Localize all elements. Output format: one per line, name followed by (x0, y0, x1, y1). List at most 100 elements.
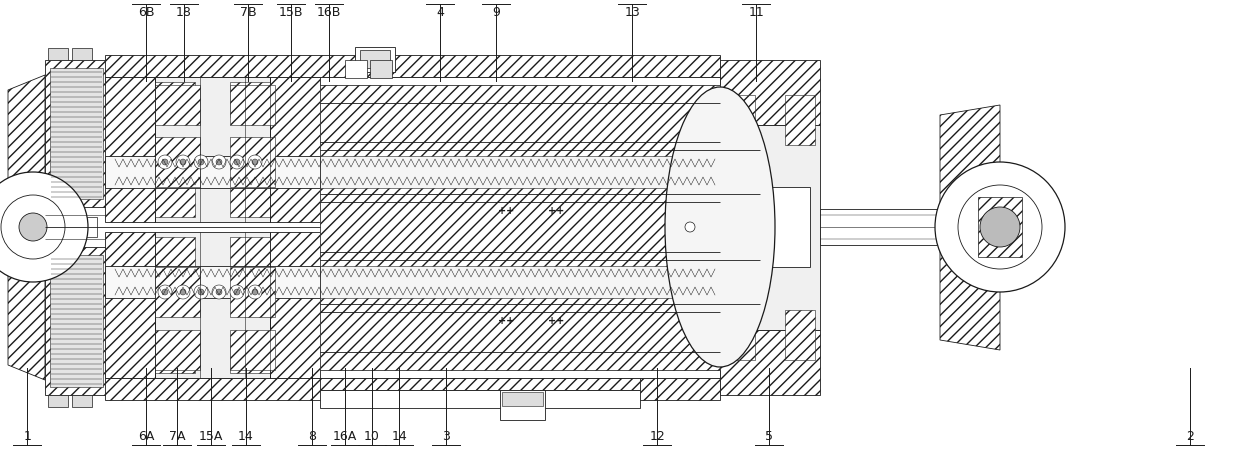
Circle shape (198, 289, 205, 295)
Bar (155, 182, 195, 217)
Bar (62, 217, 97, 237)
Circle shape (216, 159, 222, 165)
Text: 15B: 15B (279, 6, 304, 19)
Circle shape (684, 222, 694, 232)
Bar (320, 188, 720, 266)
Bar (360, 50, 391, 68)
Circle shape (252, 159, 258, 165)
Bar (229, 82, 270, 117)
Bar (155, 267, 200, 317)
Circle shape (193, 285, 208, 299)
Ellipse shape (665, 87, 775, 367)
Text: 14: 14 (392, 430, 407, 443)
Polygon shape (7, 75, 45, 380)
Bar (105, 370, 720, 378)
Circle shape (248, 285, 262, 299)
Bar (155, 85, 200, 125)
Bar (229, 85, 275, 125)
Text: 2: 2 (1187, 430, 1194, 443)
Circle shape (959, 185, 1042, 269)
Bar (155, 77, 270, 222)
Text: 13: 13 (625, 6, 640, 19)
Bar (45, 60, 108, 207)
Text: 9: 9 (492, 6, 500, 19)
Bar (229, 330, 275, 370)
Circle shape (229, 155, 244, 169)
Text: 7A: 7A (169, 430, 186, 443)
Bar (320, 85, 720, 103)
Bar (720, 60, 820, 125)
Polygon shape (940, 105, 999, 350)
Bar (320, 85, 720, 156)
Circle shape (229, 285, 244, 299)
Bar (785, 310, 815, 360)
Text: 15A: 15A (198, 430, 223, 443)
Text: 12: 12 (650, 430, 665, 443)
Bar (320, 378, 640, 390)
Bar (320, 390, 640, 408)
Text: 6A: 6A (138, 430, 155, 443)
Bar (155, 137, 200, 187)
Bar (345, 60, 367, 78)
Text: ++: ++ (548, 206, 564, 216)
Bar (229, 182, 270, 217)
Bar (490, 310, 522, 332)
Circle shape (19, 213, 47, 241)
Circle shape (176, 285, 190, 299)
Bar (50, 255, 103, 387)
Bar (270, 232, 320, 378)
Circle shape (234, 159, 241, 165)
Bar (229, 137, 275, 187)
Circle shape (162, 289, 167, 295)
Bar (105, 55, 720, 77)
Bar (155, 330, 200, 370)
Bar (820, 209, 940, 245)
Circle shape (180, 289, 186, 295)
Bar (155, 338, 195, 373)
Bar (730, 187, 810, 267)
Text: 8: 8 (309, 430, 316, 443)
Circle shape (1, 195, 64, 259)
Text: 11: 11 (749, 6, 764, 19)
Circle shape (252, 289, 258, 295)
Bar (720, 330, 820, 395)
Circle shape (193, 155, 208, 169)
Text: 18: 18 (176, 6, 191, 19)
Bar (539, 310, 572, 332)
Text: 14: 14 (238, 430, 253, 443)
Circle shape (180, 159, 186, 165)
Bar (785, 95, 815, 145)
Bar (105, 266, 720, 298)
Bar (725, 310, 755, 360)
Text: ++: ++ (548, 316, 564, 326)
Bar (105, 378, 720, 400)
Bar (500, 390, 546, 420)
Circle shape (0, 172, 88, 282)
Bar (320, 103, 720, 352)
Bar (155, 237, 195, 272)
Bar (539, 200, 572, 222)
Text: 6B: 6B (138, 6, 155, 19)
Bar (490, 200, 522, 222)
Bar (241, 267, 270, 307)
Bar (725, 95, 755, 145)
Text: 16A: 16A (332, 430, 357, 443)
Bar (978, 197, 1022, 257)
Text: 1: 1 (24, 430, 31, 443)
Circle shape (198, 159, 205, 165)
Bar (241, 152, 270, 192)
Bar (155, 82, 195, 117)
Bar (45, 247, 108, 395)
Circle shape (935, 162, 1065, 292)
Bar (155, 232, 270, 378)
Bar (502, 392, 543, 406)
Text: 5: 5 (765, 430, 773, 443)
Circle shape (216, 289, 222, 295)
Bar (105, 77, 155, 222)
Bar (320, 352, 720, 370)
Bar (155, 152, 185, 192)
Bar (105, 156, 720, 188)
Bar (229, 237, 270, 272)
Bar (48, 395, 68, 407)
Bar (50, 68, 103, 199)
